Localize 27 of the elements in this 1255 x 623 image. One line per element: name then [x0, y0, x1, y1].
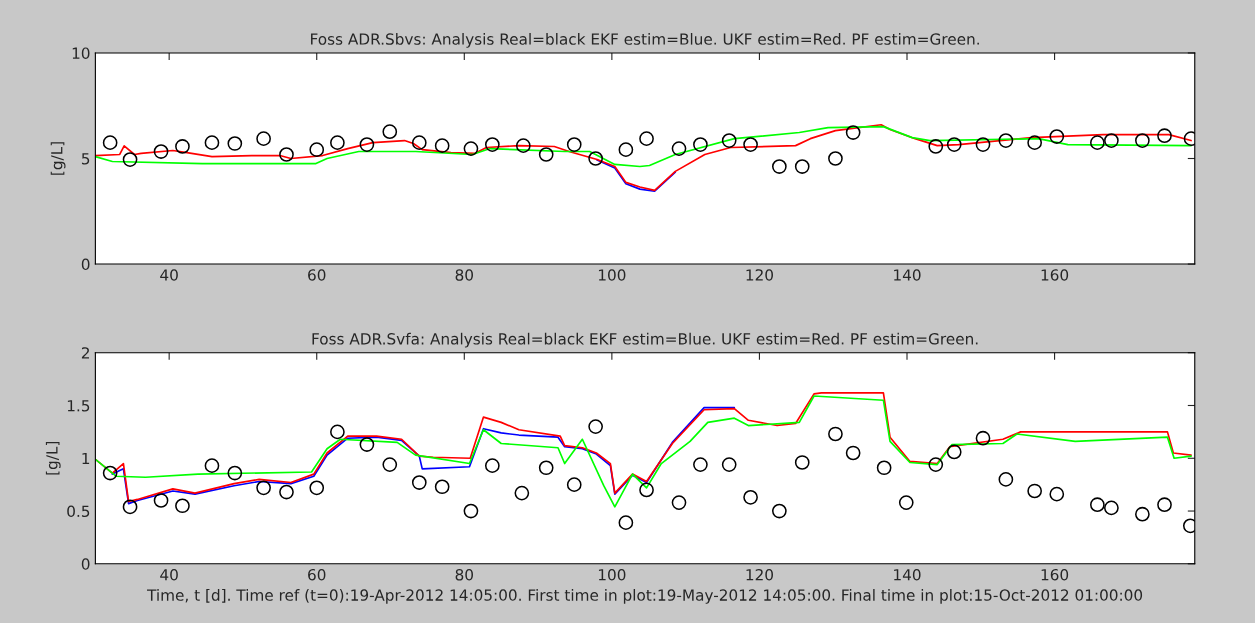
y-tick-label: 5	[81, 153, 90, 165]
x-tick-label: 60	[308, 568, 326, 581]
x-tick-label: 80	[455, 568, 474, 581]
x-tick-label: 40	[160, 568, 178, 581]
y-tick-label: 0	[81, 558, 90, 570]
x-tick-label: 160	[1041, 269, 1069, 281]
x-tick-label: 120	[746, 568, 773, 581]
x-axis-title: Time, t [d]. Time ref (t=0):19-Apr-2012 14:05:00. First time in plot:19-May-2012 14:05:00. Final time in plot:15-Oct-2012 01:00:00	[147, 589, 1143, 604]
x-tick-label: 100	[598, 269, 626, 281]
y-tick-label: 0	[81, 258, 90, 271]
y-tick-label: 0.5	[67, 505, 90, 518]
chart-title: Foss ADR.Svfa: Analysis Real=black EKF estim=Blue. UKF estim=Red. PF estim=Green.	[312, 332, 978, 348]
x-tick-label: 60	[308, 269, 326, 281]
x-tick-label: 120	[746, 269, 773, 281]
x-tick-label: 140	[894, 269, 921, 281]
x-tick-label: 100	[598, 568, 626, 581]
y-tick-label: 2	[81, 347, 89, 359]
y-tick-label: 1	[82, 452, 90, 465]
x-tick-label: 140	[894, 568, 921, 581]
chart-title: Foss ADR.Sbvs: Analysis Real=black EKF estim=Blue. UKF estim=Red. PF estim=Green.	[311, 33, 979, 48]
y-tick-label: 1.5	[67, 400, 90, 412]
y-tick-label: 10	[72, 47, 90, 59]
y-axis-title: [g/L]	[50, 142, 66, 175]
x-tick-label: 160	[1041, 568, 1069, 581]
y-axis-title: [g/L]	[45, 441, 61, 475]
x-tick-label: 80	[455, 269, 474, 281]
x-tick-label: 40	[160, 269, 178, 281]
